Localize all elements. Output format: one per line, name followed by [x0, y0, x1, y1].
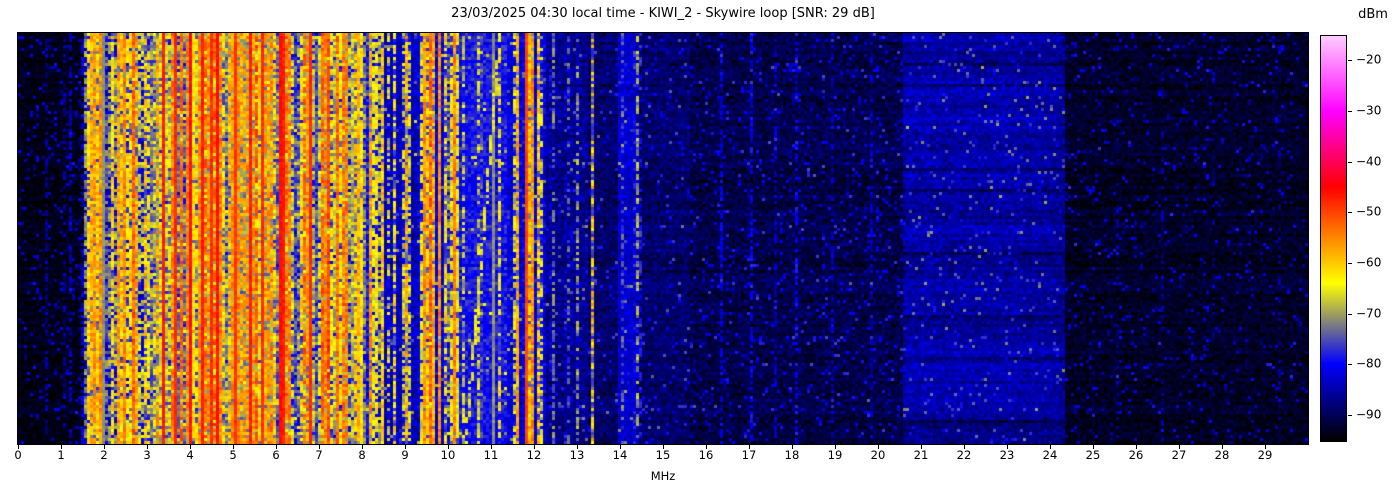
x-axis-tick-mark	[1093, 445, 1094, 449]
x-axis-tick-label: 21	[913, 448, 929, 462]
colorbar-tick-label: −20	[1356, 53, 1382, 68]
x-axis-tick-mark	[319, 445, 320, 449]
x-axis-tick-mark	[405, 445, 406, 449]
colorbar-tick-label: −70	[1356, 306, 1382, 321]
x-axis-tick-label: 1	[57, 448, 65, 462]
x-axis-tick-label: 12	[526, 448, 542, 462]
x-axis-tick-label: 25	[1085, 448, 1101, 462]
x-axis-tick-mark	[835, 445, 836, 449]
x-axis-tick-label: 6	[272, 448, 280, 462]
colorbar-tick-mark	[1348, 60, 1352, 62]
x-axis-tick-mark	[878, 445, 879, 449]
x-axis-tick-mark	[18, 445, 19, 449]
x-axis-tick-label: 18	[784, 448, 800, 462]
x-axis-tick-mark	[921, 445, 922, 449]
x-axis-tick-mark	[1265, 445, 1266, 449]
x-axis-tick-label: 11	[483, 448, 499, 462]
x-axis-tick-label: 26	[1128, 448, 1144, 462]
x-axis-tick-mark	[1179, 445, 1180, 449]
x-axis-tick-mark	[1007, 445, 1008, 449]
x-axis-label: MHz	[650, 469, 676, 483]
colorbar-tick-mark	[1348, 263, 1352, 265]
x-axis-tick-mark	[233, 445, 234, 449]
colorbar-tick-mark	[1348, 111, 1352, 113]
x-axis-tick-mark	[663, 445, 664, 449]
x-axis-tick-mark	[1050, 445, 1051, 449]
x-axis-tick-label: 20	[870, 448, 886, 462]
colorbar-tick-label: −50	[1356, 205, 1382, 220]
x-axis-tick-mark	[61, 445, 62, 449]
x-axis-tick-mark	[577, 445, 578, 449]
x-axis-tick-label: 29	[1257, 448, 1273, 462]
x-axis-tick-mark	[104, 445, 105, 449]
x-axis-tick-label: 8	[358, 448, 366, 462]
x-axis-tick-label: 14	[612, 448, 628, 462]
x-axis-tick-mark	[147, 445, 148, 449]
colorbar-tick-mark	[1348, 161, 1352, 163]
colorbar-tick-mark	[1348, 313, 1352, 315]
x-axis-tick-label: 28	[1214, 448, 1230, 462]
waterfall-heatmap	[17, 32, 1309, 445]
colorbar-tick-label: −90	[1356, 407, 1382, 422]
x-axis-tick-label: 27	[1171, 448, 1187, 462]
x-axis-tick-mark	[190, 445, 191, 449]
x-axis-tick-label: 9	[401, 448, 409, 462]
x-axis-tick-mark	[1222, 445, 1223, 449]
x-axis-tick-label: 24	[1042, 448, 1058, 462]
x-axis-tick-label: 23	[999, 448, 1015, 462]
colorbar-tick-mark	[1348, 212, 1352, 214]
x-axis-tick-mark	[362, 445, 363, 449]
x-axis-tick-mark	[749, 445, 750, 449]
x-axis-tick-label: 16	[698, 448, 714, 462]
x-axis-tick-label: 10	[440, 448, 456, 462]
x-axis-tick-label: 2	[100, 448, 108, 462]
x-axis-tick-mark	[706, 445, 707, 449]
colorbar-tick-mark	[1348, 415, 1352, 417]
x-axis-tick-label: 22	[956, 448, 972, 462]
x-axis-tick-mark	[534, 445, 535, 449]
x-axis-tick-mark	[620, 445, 621, 449]
x-axis-tick-mark	[448, 445, 449, 449]
x-axis-tick-label: 15	[655, 448, 671, 462]
colorbar-tick-label: −30	[1356, 103, 1382, 118]
x-axis-tick-label: 4	[186, 448, 194, 462]
x-axis-tick-mark	[1136, 445, 1137, 449]
x-axis-tick-label: 3	[143, 448, 151, 462]
x-axis-tick-label: 19	[827, 448, 843, 462]
x-axis-tick-label: 13	[569, 448, 585, 462]
x-axis-tick-label: 7	[315, 448, 323, 462]
colorbar	[1320, 35, 1347, 442]
colorbar-title: dBm	[1358, 7, 1388, 22]
x-axis-tick-label: 0	[14, 448, 22, 462]
colorbar-tick-mark	[1348, 364, 1352, 366]
x-axis-tick-mark	[964, 445, 965, 449]
x-axis-tick-mark	[792, 445, 793, 449]
colorbar-tick-label: −80	[1356, 357, 1382, 372]
x-axis-tick-label: 5	[229, 448, 237, 462]
chart-title: 23/03/2025 04:30 local time - KIWI_2 - S…	[451, 6, 875, 21]
x-axis-tick-mark	[491, 445, 492, 449]
colorbar-tick-label: −40	[1356, 154, 1382, 169]
colorbar-tick-label: −60	[1356, 255, 1382, 270]
x-axis-tick-label: 17	[741, 448, 757, 462]
x-axis-tick-mark	[276, 445, 277, 449]
